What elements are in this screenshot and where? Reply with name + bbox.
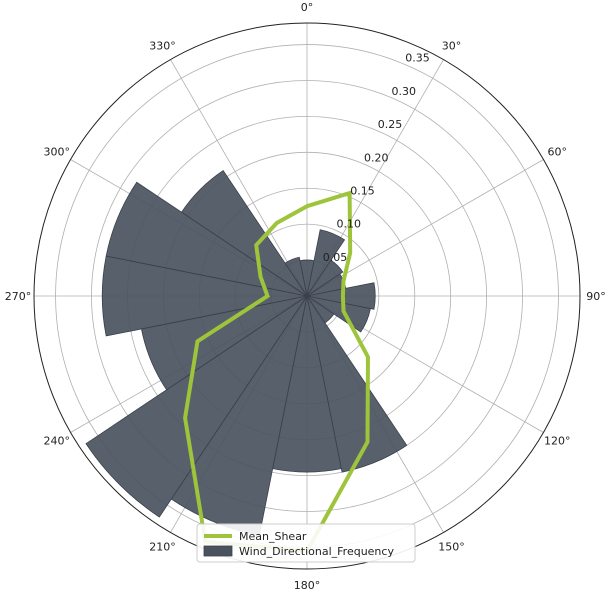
frequency-bar-15 [284, 256, 308, 297]
legend-swatch-wind-frequency [203, 545, 233, 557]
radial-tick-label-3: 0.20 [364, 151, 389, 164]
radial-tick-label-0: 0.05 [323, 251, 348, 264]
radial-tick-label-6: 0.35 [405, 52, 430, 65]
legend: Mean_Shear Wind_Directional_Frequency [196, 523, 416, 563]
frequency-bar-2 [306, 259, 344, 297]
legend-label-mean-shear: Mean_Shear [239, 530, 307, 543]
radial-tick-label-5: 0.30 [391, 85, 416, 98]
angular-tick-label-3: 90° [586, 290, 606, 303]
angular-tick-label-2: 60° [548, 146, 568, 159]
radial-tick-label-4: 0.25 [378, 118, 403, 131]
angular-gridline-11 [170, 59, 308, 297]
legend-label-wind-frequency: Wind_Directional_Frequency [239, 545, 394, 558]
angular-tick-label-7: 210° [149, 540, 176, 553]
frequency-bar-5 [306, 295, 371, 333]
frequency-bar-13 [105, 181, 308, 297]
angular-tick-label-0: 0° [301, 1, 314, 14]
angular-tick-label-1: 30° [442, 40, 462, 53]
radial-tick-label-1: 0.10 [336, 218, 361, 231]
angular-tick-label-10: 300° [43, 146, 70, 159]
radial-tick-labels: 0.05 0.10 0.15 0.20 0.25 0.30 0.35 [323, 52, 430, 264]
legend-box [196, 523, 416, 563]
angular-tick-label-5: 150° [438, 540, 465, 553]
angular-tick-label-9: 270° [5, 290, 32, 303]
angular-tick-label-11: 330° [149, 40, 176, 53]
polar-frame [33, 22, 581, 570]
frequency-bar-7 [306, 295, 408, 473]
angular-tick-labels: 0° 30° 60° 90° 120° 150° 180° 210° 240° 270° 300° 3… [5, 1, 606, 592]
angular-tick-label-4: 120° [544, 435, 571, 448]
frequency-bar-1 [306, 229, 346, 297]
frequency-bar-14 [181, 170, 308, 297]
radial-tick-label-2: 0.15 [350, 184, 375, 197]
angular-tick-label-6: 180° [294, 579, 321, 592]
frequency-bars [85, 170, 408, 537]
angular-tick-label-8: 240° [43, 435, 70, 448]
frequency-bar-10 [85, 295, 308, 518]
